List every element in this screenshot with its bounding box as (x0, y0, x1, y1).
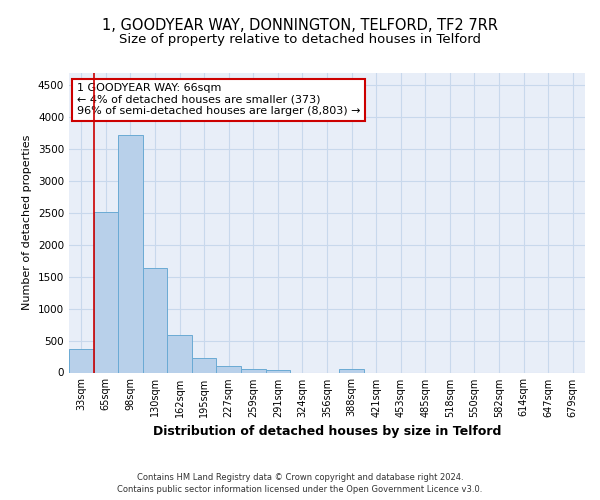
Bar (94, 212, 118, 372)
Text: Size of property relative to detached houses in Telford: Size of property relative to detached ho… (119, 32, 481, 46)
Bar (339, 368, 364, 372)
Bar (143, 268, 167, 372)
Bar (192, 358, 217, 372)
Bar (266, 370, 290, 372)
X-axis label: Distribution of detached houses by size in Telford: Distribution of detached houses by size … (153, 425, 501, 438)
Y-axis label: Number of detached properties: Number of detached properties (22, 135, 32, 310)
Bar (118, 135, 143, 372)
Text: 1 GOODYEAR WAY: 66sqm
← 4% of detached houses are smaller (373)
96% of semi-deta: 1 GOODYEAR WAY: 66sqm ← 4% of detached h… (77, 83, 360, 116)
Text: Contains HM Land Registry data © Crown copyright and database right 2024.
Contai: Contains HM Land Registry data © Crown c… (118, 472, 482, 494)
Bar (167, 335, 192, 372)
Bar (217, 366, 241, 372)
Text: 1, GOODYEAR WAY, DONNINGTON, TELFORD, TF2 7RR: 1, GOODYEAR WAY, DONNINGTON, TELFORD, TF… (102, 18, 498, 32)
Bar (69, 349, 94, 372)
Bar (241, 368, 266, 372)
